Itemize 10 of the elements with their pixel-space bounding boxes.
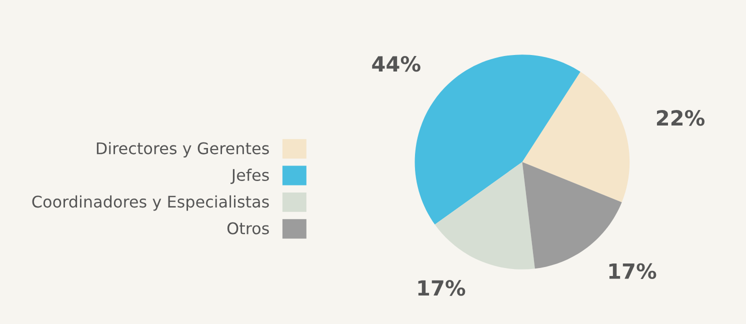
legend-label: Jefes <box>230 168 269 184</box>
data-label: 17% <box>418 280 466 296</box>
pie-slice <box>522 72 630 202</box>
data-label: 17% <box>609 263 656 279</box>
pie-slice <box>434 162 535 270</box>
legend-label: Otros <box>227 222 269 234</box>
legend-label: Coordinadores y Especialistas <box>32 195 269 211</box>
legend-label: Directores y Gerentes <box>96 142 269 158</box>
data-label: 22% <box>656 110 705 126</box>
data-label: 44% <box>372 56 420 72</box>
